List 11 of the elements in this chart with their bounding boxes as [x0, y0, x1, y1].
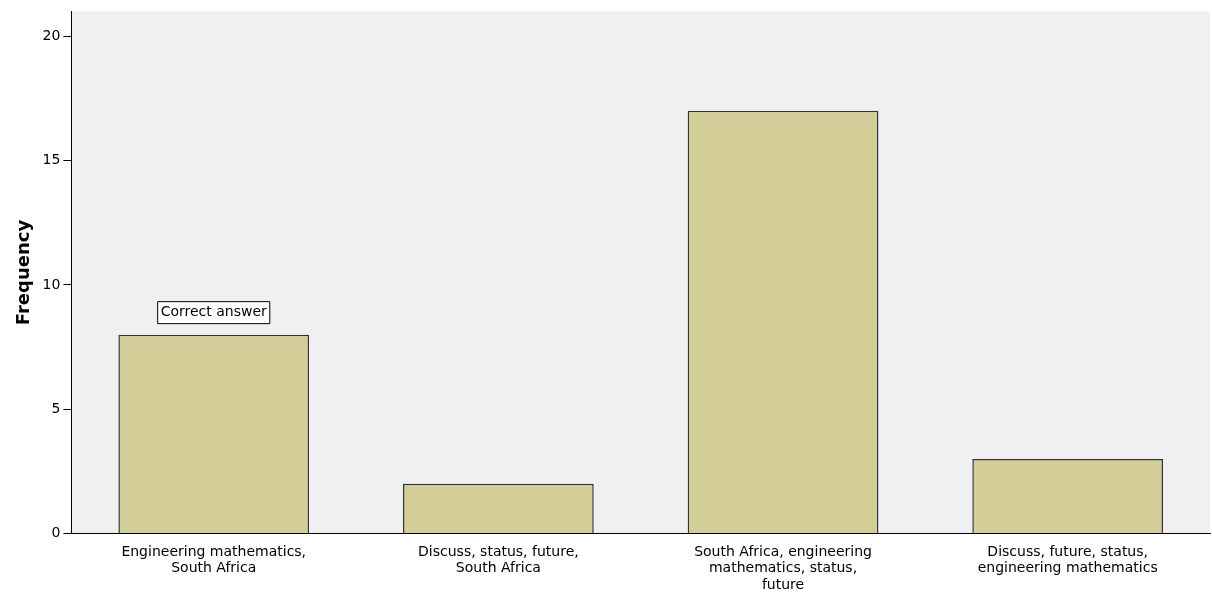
y-tick-label: 10 — [42, 275, 61, 292]
y-axis-title: Frequency — [12, 219, 34, 326]
x-tick-label: Discuss, future, status, engineering mathematics — [977, 542, 1158, 576]
annotation: Correct answer — [160, 303, 268, 320]
y-tick-label: 0 — [51, 524, 61, 541]
y-tick-label: 15 — [42, 151, 61, 168]
x-tick-label: Discuss, status, future, South Africa — [418, 542, 579, 576]
x-tick-label: Engineering mathematics, South Africa — [121, 542, 307, 576]
y-tick-label: 5 — [51, 399, 61, 416]
y-tick-label: 20 — [42, 26, 61, 43]
x-tick-label: South Africa, engineering mathematics, status, future — [694, 542, 872, 593]
